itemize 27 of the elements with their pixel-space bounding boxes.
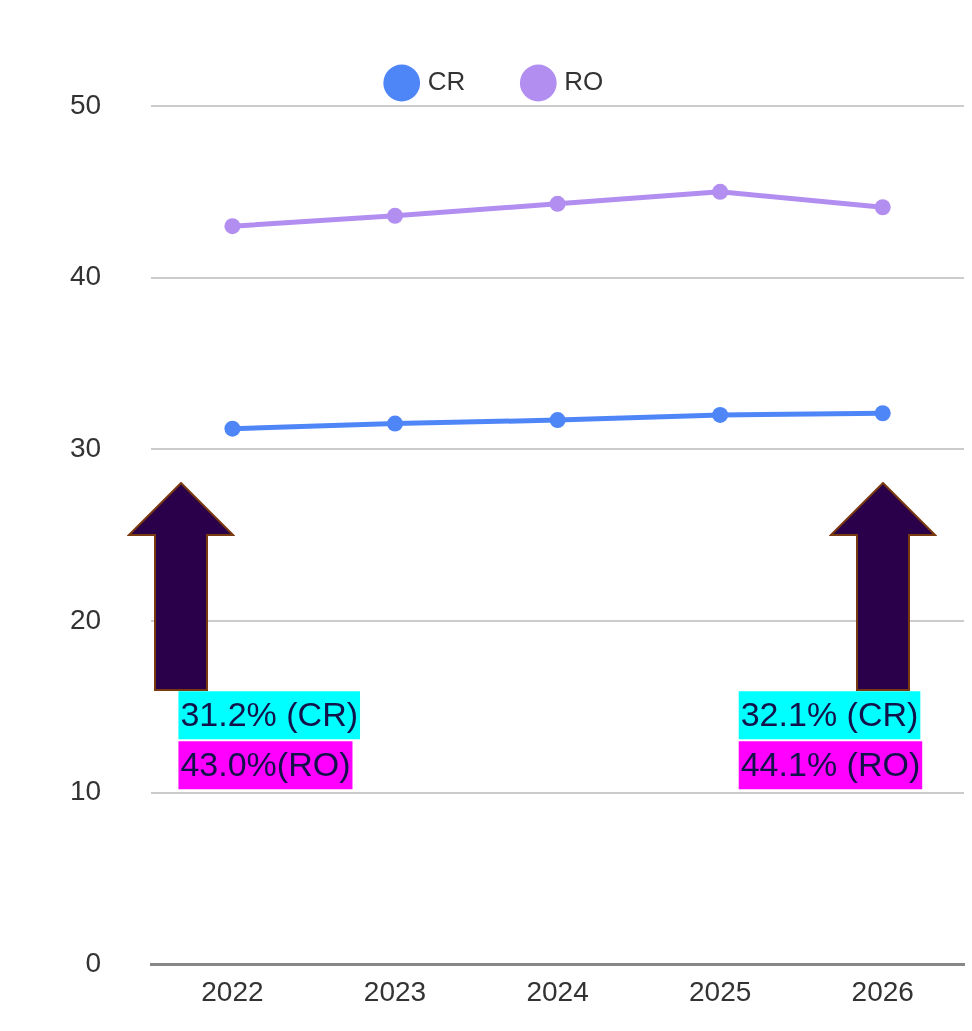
- y-tick-label: 30: [69, 432, 102, 463]
- x-tick-label: 2026: [851, 975, 914, 1007]
- annotation: 31.2% (CR): [180, 694, 359, 733]
- x-tick-label: 2022: [201, 975, 264, 1007]
- point: [549, 412, 566, 429]
- x-tick-label: 2023: [363, 975, 427, 1007]
- y-tick-label: 40: [69, 260, 102, 292]
- point: [712, 406, 729, 423]
- point: [549, 195, 566, 212]
- x-tick-label: 2025: [688, 975, 752, 1007]
- annotation: 32.1% (CR): [740, 694, 919, 733]
- point: [224, 218, 241, 235]
- y-tick-label: 10: [69, 775, 102, 807]
- point: [224, 420, 241, 437]
- legend-label: CR: [427, 66, 466, 97]
- point: [874, 405, 891, 422]
- point: [712, 183, 729, 200]
- y-tick-label: 0: [85, 946, 102, 978]
- annotation: 44.1% (RO): [740, 744, 921, 783]
- annotation: 43.0%(RO): [180, 744, 351, 783]
- legend-label: RO: [564, 66, 604, 97]
- point: [387, 207, 403, 224]
- point: [387, 415, 403, 432]
- point: [874, 199, 891, 216]
- y-tick-label: 20: [69, 603, 102, 635]
- y-tick-label: 50: [69, 88, 102, 120]
- x-tick-label: 2024: [526, 975, 589, 1007]
